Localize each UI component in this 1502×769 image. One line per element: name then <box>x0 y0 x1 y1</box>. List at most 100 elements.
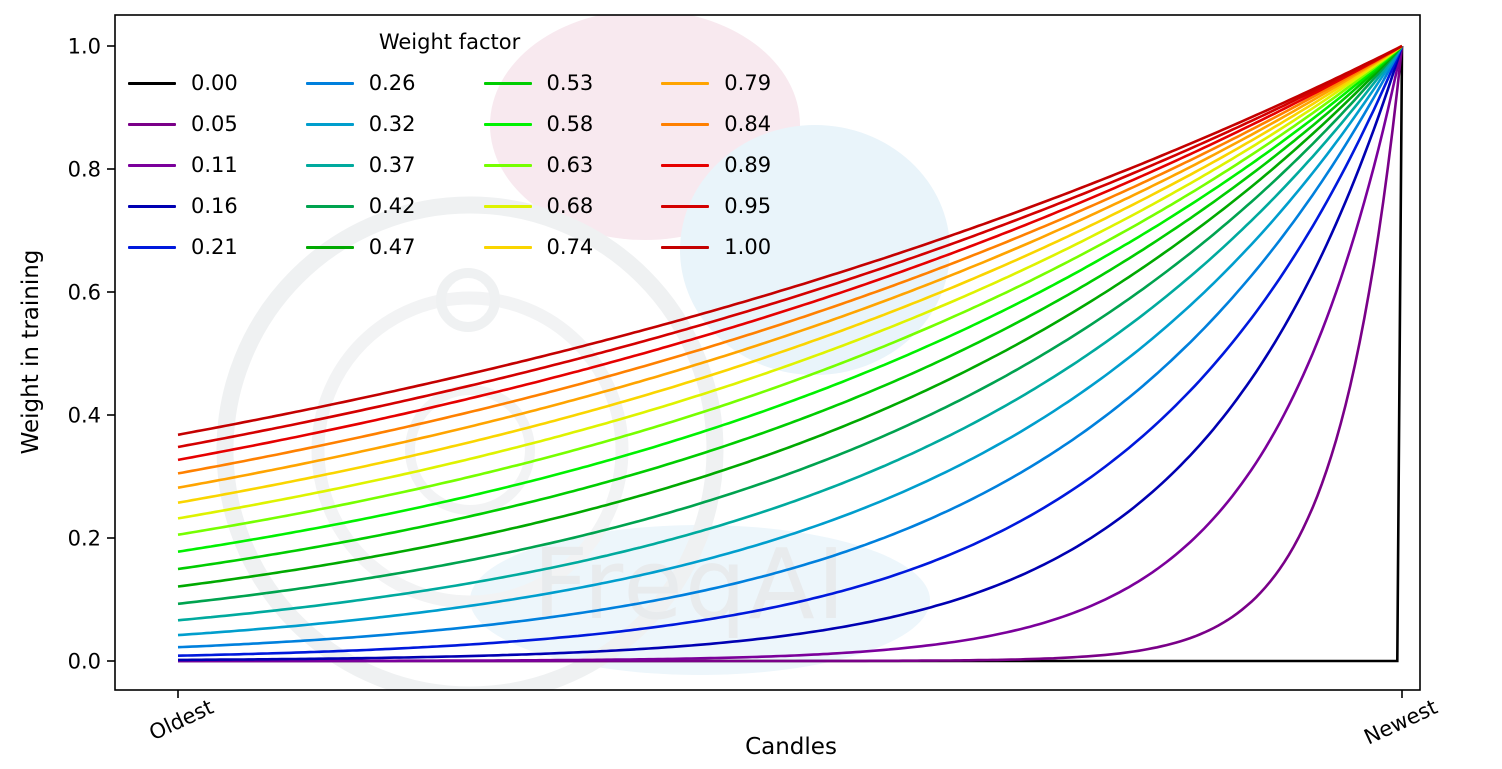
legend-label: 0.05 <box>191 111 238 136</box>
legend-label: 0.68 <box>546 193 594 218</box>
legend-entries: 0.00 0.05 0.11 0.16 0.21 0.26 0.32 0.37 0.42 0.47… <box>128 68 771 262</box>
legend-item: 0.84 <box>661 109 771 139</box>
legend-label: 1.00 <box>724 234 772 259</box>
legend-label: 0.84 <box>724 111 772 136</box>
legend-swatch <box>128 163 176 167</box>
legend-item: 0.16 <box>128 191 238 221</box>
legend-swatch <box>128 204 176 208</box>
legend-column: 0.00 0.05 0.11 0.16 0.21 <box>128 68 238 262</box>
axes-frame <box>114 14 1421 691</box>
legend-label: 0.21 <box>191 234 238 259</box>
y-tick-label: 0.4 <box>68 404 101 428</box>
legend-item: 0.32 <box>305 109 416 139</box>
legend-item: 1.00 <box>661 232 771 262</box>
legend-column: 0.53 0.58 0.63 0.68 0.74 <box>483 68 594 262</box>
legend-swatch <box>661 245 710 249</box>
y-tick-label: 0.8 <box>68 158 101 182</box>
legend-item: 0.21 <box>128 232 238 262</box>
legend-item: 0.89 <box>661 150 771 180</box>
legend-item: 0.11 <box>128 150 238 180</box>
legend-label: 0.00 <box>191 70 238 95</box>
legend-item: 0.05 <box>128 109 238 139</box>
legend-item: 0.58 <box>483 109 594 139</box>
legend-swatch <box>483 81 532 85</box>
legend-column: 0.79 0.84 0.89 0.95 1.00 <box>661 68 771 262</box>
curve-0.74 <box>177 44 1403 504</box>
curve-0.21 <box>177 45 1404 657</box>
y-tick-label: 0.0 <box>68 650 101 674</box>
legend-column: 0.26 0.32 0.37 0.42 0.47 <box>305 68 416 262</box>
curve-0.89 <box>177 44 1403 462</box>
legend-item: 0.26 <box>305 68 416 98</box>
curve-0.37 <box>177 45 1404 622</box>
legend-swatch <box>483 245 532 249</box>
curve-0.16 <box>178 45 1404 662</box>
legend-label: 0.42 <box>368 193 416 218</box>
legend-item: 0.00 <box>128 68 238 98</box>
curve-0.42 <box>177 45 1403 606</box>
y-tick-label: 1.0 <box>68 35 101 59</box>
y-tick-label: 0.2 <box>68 527 101 551</box>
legend-swatch <box>661 204 710 208</box>
legend-label: 0.79 <box>724 70 772 95</box>
x-tick-label: Oldest <box>146 695 218 745</box>
curve-0.26 <box>177 45 1404 649</box>
legend-item: 0.47 <box>305 232 416 262</box>
legend-title: Weight factor <box>378 30 521 54</box>
legend-swatch <box>483 204 532 208</box>
legend-swatch <box>483 163 532 167</box>
curve-0.84 <box>177 44 1403 475</box>
legend-label: 0.58 <box>546 111 594 136</box>
y-tick-label: 0.6 <box>68 281 101 305</box>
legend-label: 0.47 <box>368 234 416 259</box>
curve-0.63 <box>177 44 1403 536</box>
legend-swatch <box>305 245 354 249</box>
curve-0.32 <box>177 45 1404 637</box>
legend-item: 0.53 <box>483 68 593 98</box>
legend-item: 0.79 <box>661 68 771 98</box>
x-axis-label: Candles <box>745 734 837 760</box>
watermark-logo-knob <box>436 268 500 332</box>
legend-label: 0.16 <box>191 193 238 218</box>
legend-swatch <box>305 204 354 208</box>
watermark-logo-hub <box>405 385 535 515</box>
curve-0.79 <box>177 44 1403 489</box>
curve-0.58 <box>177 45 1403 553</box>
legend-label: 0.63 <box>546 152 594 177</box>
legend-item: 0.95 <box>661 191 771 221</box>
legend-swatch <box>483 122 532 126</box>
watermark-logo-inner-ring <box>311 291 629 609</box>
legend-label: 0.95 <box>724 193 772 218</box>
legend-swatch <box>661 81 710 85</box>
legend-item: 0.63 <box>483 150 594 180</box>
x-tick-label: Newest <box>1360 695 1441 750</box>
legend-swatch <box>661 163 710 167</box>
series-curves <box>177 44 1404 663</box>
legend-item: 0.74 <box>483 232 594 262</box>
legend-label: 0.89 <box>724 152 772 177</box>
legend-label: 0.11 <box>191 152 238 177</box>
curve-0.47 <box>177 45 1403 588</box>
legend-label: 0.74 <box>546 234 594 259</box>
legend-swatch <box>128 122 176 126</box>
curve-0.95 <box>177 44 1403 449</box>
legend-swatch <box>128 245 176 249</box>
legend-swatch <box>305 163 354 167</box>
curve-0.53 <box>177 45 1403 571</box>
legend-label: 0.32 <box>368 111 416 136</box>
legend-item: 0.42 <box>305 191 416 221</box>
watermark-text: FreqAI <box>533 528 848 641</box>
legend-swatch <box>661 122 710 126</box>
legend: Weight factor 0.00 0.05 0.11 0.16 0.21 0.26 0.… <box>128 30 771 262</box>
legend-swatch <box>305 81 354 85</box>
curve-0.68 <box>177 44 1403 520</box>
y-axis-label: Weight in training <box>18 249 44 455</box>
legend-swatch <box>305 122 354 126</box>
legend-item: 0.68 <box>483 191 594 221</box>
legend-swatch <box>128 81 176 85</box>
legend-label: 0.37 <box>368 152 416 177</box>
legend-item: 0.37 <box>305 150 416 180</box>
curve-0.11 <box>178 45 1404 663</box>
